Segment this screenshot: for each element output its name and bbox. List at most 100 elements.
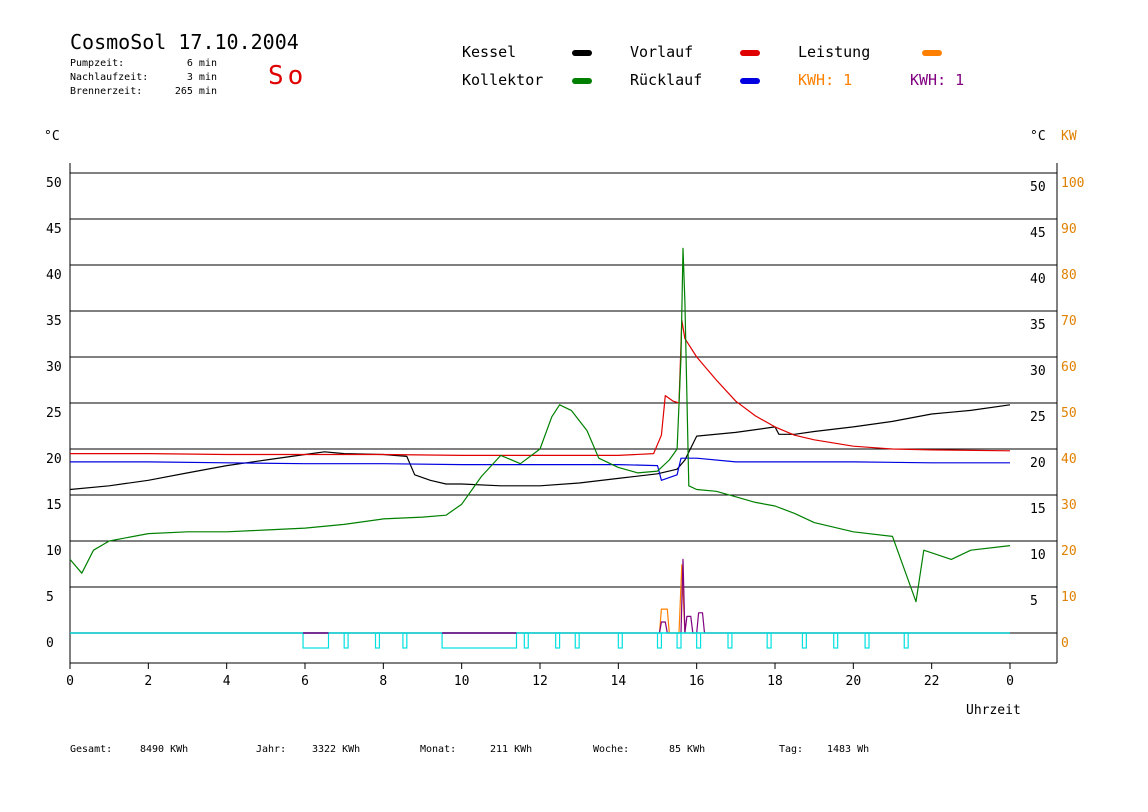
y-tick-label-left: 0: [46, 636, 54, 651]
pump-block: [727, 632, 733, 649]
x-tick-label: 6: [301, 674, 309, 689]
pump-block: [402, 632, 408, 649]
y-tick-label-right: 45: [1030, 226, 1046, 241]
y2-tick-label: 80: [1061, 268, 1077, 283]
y-tick-label-left: 45: [46, 222, 62, 237]
pump-block: [302, 632, 330, 649]
y-tick-label-left: 25: [46, 406, 62, 421]
y-tick-label-right: 5: [1030, 594, 1038, 609]
x-tick-label: 8: [379, 674, 387, 689]
pump-block: [801, 632, 807, 649]
x-tick-label: 22: [924, 674, 940, 689]
x-tick-label: 14: [611, 674, 627, 689]
y-tick-label-left: 5: [46, 590, 54, 605]
y-tick-label-right: 50: [1030, 180, 1046, 195]
x-tick-label: 18: [767, 674, 783, 689]
pump-block: [555, 632, 561, 649]
pump-blocks: [70, 632, 1010, 649]
footer-woche-label: Woche:: [593, 744, 630, 755]
y-tick-label-left: 10: [46, 544, 62, 559]
pump-block: [574, 632, 580, 649]
series-line-leistung: [70, 564, 1010, 634]
y-tick-label-right: 15: [1030, 502, 1046, 517]
y-tick-label-right: 25: [1030, 410, 1046, 425]
y-tick-label-right: 10: [1030, 548, 1046, 563]
pump-block: [656, 632, 663, 649]
pump-block: [343, 632, 349, 649]
legend-kessel-swatch: [572, 50, 592, 56]
y-tick-label-right: 35: [1030, 318, 1046, 333]
x-axis-label: Uhrzeit: [966, 703, 1021, 718]
pump-block: [374, 632, 381, 649]
legend-ruecklauf-swatch: [740, 78, 760, 84]
y-tick-label-left: 35: [46, 314, 62, 329]
footer-gesamt-label: Gesamt:: [70, 744, 113, 755]
series-line-kwh: [70, 558, 1010, 634]
y-tick-label-left: 15: [46, 498, 62, 513]
pump-block: [523, 632, 529, 649]
y-axis-left-unit: °C: [44, 129, 60, 144]
grid-lines: [70, 172, 1057, 634]
series-lines: [69, 247, 1011, 634]
pump-block: [441, 632, 518, 649]
series-line-kollektor: [69, 247, 1011, 603]
weekday-label: So: [268, 61, 308, 91]
y-tick-label-right: 20: [1030, 456, 1046, 471]
series-line-ruecklauf: [70, 457, 1010, 481]
legend-kollektor-label: Kollektor: [462, 71, 544, 89]
footer-monat-label: Monat:: [420, 744, 457, 755]
y2-tick-label: 100: [1061, 176, 1084, 191]
stat-nachlaufzeit-value: 3 min: [186, 72, 217, 83]
footer-monat-value: 211 KWh: [490, 744, 533, 755]
stat-pumpzeit-label: Pumpzeit:: [70, 58, 125, 69]
legend-vorlauf-swatch: [740, 50, 760, 56]
stat-nachlaufzeit-label: Nachlaufzeit:: [70, 72, 149, 83]
footer-jahr-label: Jahr:: [256, 744, 287, 755]
footer-woche-value: 85 KWh: [669, 744, 706, 755]
y-tick-label-left: 30: [46, 360, 62, 375]
y-tick-label-left: 20: [46, 452, 62, 467]
y2-tick-label: 10: [1061, 590, 1077, 605]
y2-tick-label: 0: [1061, 636, 1069, 651]
x-tick-label: 4: [223, 674, 231, 689]
x-tick-label: 0: [66, 674, 74, 689]
x-tick-label: 2: [144, 674, 152, 689]
legend-kwh-orange: KWH: 1: [798, 71, 853, 89]
x-tick-label: 0: [1006, 674, 1014, 689]
x-tick-label: 20: [846, 674, 862, 689]
y2-tick-label: 30: [1061, 498, 1077, 513]
legend-vorlauf-label: Vorlauf: [630, 43, 694, 61]
x-tick-label: 16: [689, 674, 705, 689]
pump-block: [766, 632, 772, 649]
pump-block: [864, 632, 870, 649]
y-tick-label-right: 30: [1030, 364, 1046, 379]
pump-block: [676, 632, 682, 649]
legend-kollektor-swatch: [572, 78, 592, 84]
y2-tick-label: 40: [1061, 452, 1077, 467]
x-tick-label: 10: [454, 674, 470, 689]
y2-tick-label: 60: [1061, 360, 1077, 375]
stat-pumpzeit-value: 6 min: [186, 58, 217, 69]
y-tick-label-right: 40: [1030, 272, 1046, 287]
footer-gesamt-value: 8490 KWh: [140, 744, 189, 755]
y-tick-label-left: 40: [46, 268, 62, 283]
footer-tag-value: 1483 Wh: [827, 744, 870, 755]
footer-tag-label: Tag:: [779, 744, 804, 755]
stat-brennerzeit-value: 265 min: [174, 86, 217, 97]
legend-leistung-label: Leistung: [798, 43, 871, 61]
y-axis-right-unit: °C: [1030, 129, 1046, 144]
series-line-kessel: [69, 404, 1011, 491]
stat-brennerzeit-label: Brennerzeit:: [70, 86, 143, 97]
pump-block: [833, 632, 839, 649]
pump-block: [903, 632, 909, 649]
chart-title: CosmoSol 17.10.2004: [70, 30, 299, 54]
x-tick-label: 12: [532, 674, 548, 689]
footer-jahr-value: 3322 KWh: [312, 744, 361, 755]
y-tick-label-left: 50: [46, 176, 62, 191]
legend-ruecklauf-label: Rücklauf: [630, 71, 703, 89]
y2-tick-label: 50: [1061, 406, 1077, 421]
legend-leistung-swatch: [922, 50, 942, 56]
axes: [69, 163, 1058, 669]
